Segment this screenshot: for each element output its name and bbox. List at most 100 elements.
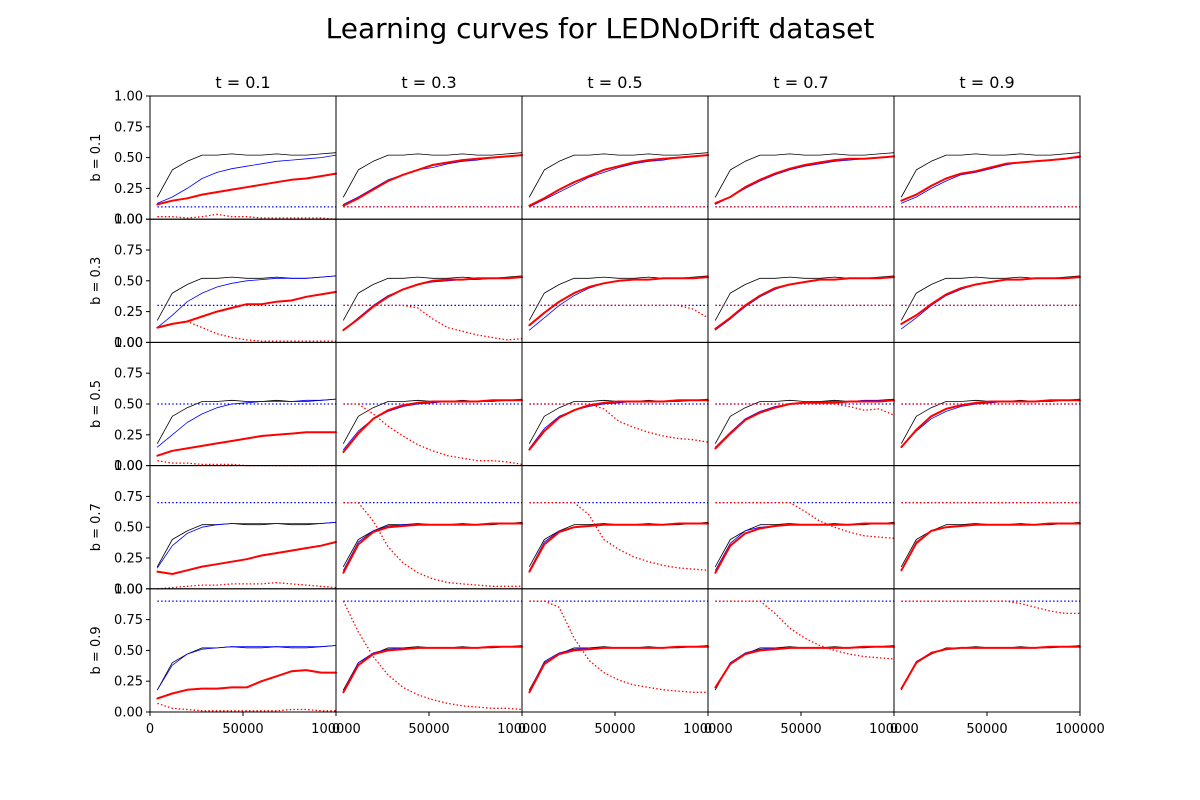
- series-red-dotted-line: [529, 304, 709, 319]
- series-red-line: [156, 290, 337, 329]
- series-blue-line: [901, 646, 1081, 689]
- series-ref-line: [156, 275, 337, 321]
- series-ref-line: [342, 152, 523, 198]
- row-label: b = 0.5: [89, 380, 104, 428]
- subplot-r1-c1: 0.00 0.25 0.50 0.75 1.00 b = 0.1 t = 0.1: [89, 73, 337, 228]
- series-red-dotted-line: [157, 702, 336, 712]
- series-blue-line: [715, 276, 895, 331]
- series-red-line: [900, 399, 1081, 449]
- y-tick-label: 0.75: [114, 490, 143, 505]
- axes-frame: [893, 465, 1081, 590]
- subplot-r4-c1: 0.00 0.25 0.50 0.75 1.00 b = 0.7: [89, 459, 337, 597]
- subplot-r2-c1: 0.00 0.25 0.50 0.75 1.00 b = 0.3: [89, 213, 337, 351]
- series-blue-line: [342, 154, 523, 205]
- subplot-r4-c4: [707, 465, 895, 590]
- figure-title: Learning curves for LEDNoDrift dataset: [326, 12, 875, 45]
- series-red-line: [714, 155, 895, 205]
- x-tick-label: 0: [890, 722, 898, 737]
- y-tick-label: 0.00: [114, 459, 143, 474]
- series-red-dotted-line: [157, 320, 336, 342]
- y-tick-label: 0.00: [114, 706, 143, 721]
- series-blue-line: [529, 523, 709, 571]
- column-title: t = 0.3: [401, 73, 456, 92]
- x-tick-label: 50000: [408, 722, 449, 737]
- y-tick-label: 0.50: [114, 151, 143, 166]
- subplot-r2-c2: [335, 218, 523, 343]
- subplot-r1-c5: t = 0.9: [893, 73, 1081, 220]
- series-ref-line: [529, 645, 709, 691]
- subplot-r5-c5: 0 50000 100000: [890, 588, 1105, 737]
- x-tick-label: 50000: [780, 722, 821, 737]
- series-blue-line: [342, 276, 523, 331]
- series-red-line: [156, 541, 337, 575]
- subplot-r1-c3: t = 0.5: [521, 73, 709, 220]
- subplot-r3-c2: [335, 341, 523, 467]
- subplot-r4-c5: [893, 465, 1081, 590]
- series-ref-line: [715, 152, 895, 198]
- series-ref-line: [529, 521, 709, 567]
- series-blue-line: [342, 523, 523, 571]
- axes-frame: [893, 95, 1081, 220]
- series-blue-line: [156, 521, 337, 569]
- x-tick-label: 50000: [222, 722, 263, 737]
- axes-frame: [707, 218, 895, 343]
- y-tick-label: 0.50: [114, 521, 143, 536]
- series-ref-line: [901, 645, 1081, 691]
- series-ref-line: [901, 521, 1081, 567]
- series-red-dotted-line: [715, 403, 895, 416]
- axes-frame: [149, 465, 337, 590]
- y-tick-label: 0.00: [114, 582, 143, 597]
- x-tick-label: 0: [704, 722, 712, 737]
- subplot-r3-c4: [707, 341, 895, 467]
- subplot-r2-c4: [707, 218, 895, 343]
- x-tick-label: 100000: [1055, 722, 1105, 737]
- series-red-line: [342, 154, 523, 207]
- row-label: b = 0.1: [89, 134, 104, 182]
- series-blue-line: [715, 646, 895, 688]
- series-red-dotted-line: [343, 403, 523, 466]
- series-red-line: [528, 276, 709, 327]
- x-tick-label: 100000: [497, 722, 547, 737]
- axes-frame: [521, 588, 709, 713]
- x-tick-label: 0: [332, 722, 340, 737]
- series-red-line: [528, 645, 709, 694]
- y-tick-label: 0.25: [114, 675, 143, 690]
- series-red-dotted-line: [157, 581, 337, 590]
- x-tick-label: 100000: [311, 722, 361, 737]
- subplot-r2-c5: [893, 218, 1081, 343]
- subplot-r1-c4: t = 0.7: [707, 73, 895, 220]
- x-tick-label: 50000: [594, 722, 635, 737]
- column-title: t = 0.1: [215, 73, 270, 92]
- y-tick-label: 0.00: [114, 213, 143, 228]
- axes-frame: [521, 465, 709, 590]
- series-blue-line: [901, 276, 1081, 330]
- series-red-line: [342, 645, 523, 694]
- series-red-dotted-line: [715, 501, 895, 539]
- series-ref-line: [342, 645, 523, 691]
- series-red-line: [528, 522, 709, 573]
- axes-frame: [335, 588, 523, 713]
- series-ref-line: [156, 645, 337, 691]
- series-blue-line: [156, 275, 337, 329]
- series-red-dotted-line: [342, 600, 523, 711]
- series-blue-line: [156, 398, 337, 448]
- series-red-line: [900, 522, 1081, 572]
- y-tick-label: 1.00: [114, 582, 143, 597]
- series-blue-line: [715, 155, 895, 205]
- subplot-r4-c2: [335, 465, 523, 590]
- series-red-line: [900, 645, 1081, 690]
- row-label: b = 0.3: [89, 257, 104, 305]
- series-red-line: [156, 431, 337, 457]
- x-tick-label: 0: [146, 722, 154, 737]
- series-blue-line: [715, 523, 895, 571]
- axes-frame: [707, 588, 895, 713]
- column-title: t = 0.9: [959, 73, 1014, 92]
- series-red-line: [528, 154, 709, 207]
- y-tick-label: 0.75: [114, 367, 143, 382]
- series-red-dotted-line: [343, 304, 523, 341]
- series-red-line: [528, 399, 709, 451]
- y-tick-label: 0.75: [114, 244, 143, 259]
- series-ref-line: [529, 152, 709, 198]
- row-label: b = 0.9: [89, 626, 104, 674]
- subplot-r3-c3: [521, 341, 709, 467]
